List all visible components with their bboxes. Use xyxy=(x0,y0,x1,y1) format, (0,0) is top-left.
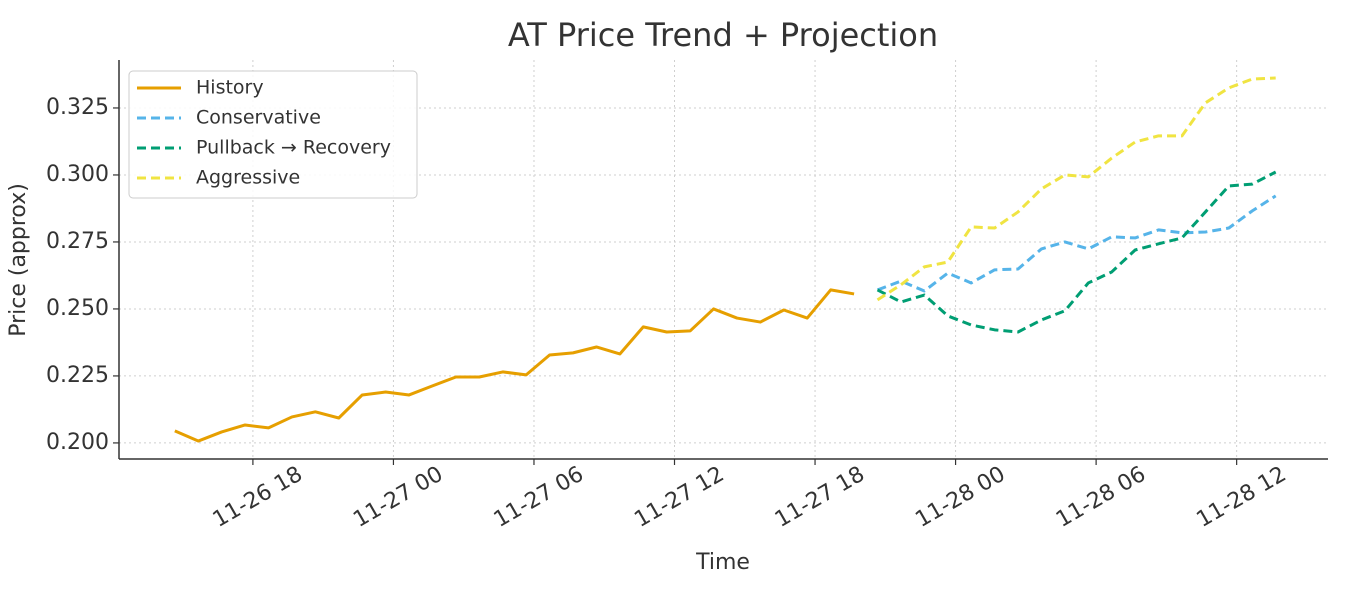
series-line xyxy=(876,194,1277,293)
x-tick-label: 11-27 06 xyxy=(490,462,588,533)
x-tick-label: 11-26 18 xyxy=(209,462,307,533)
legend-label: Conservative xyxy=(196,107,321,129)
y-tick-label: 0.300 xyxy=(46,162,109,187)
y-tick-label: 0.275 xyxy=(46,229,109,254)
legend-box xyxy=(128,70,418,199)
y-tick-label: 0.200 xyxy=(46,430,109,455)
x-tick-label: 11-28 06 xyxy=(1052,462,1150,533)
legend-label: History xyxy=(196,77,264,99)
y-tick-label: 0.325 xyxy=(46,95,109,120)
y-axis-label: Price (approx) xyxy=(6,183,31,337)
series-line xyxy=(876,170,1277,334)
x-tick-label: 11-27 18 xyxy=(771,462,869,533)
x-tick-label: 11-27 12 xyxy=(630,462,728,533)
chart-title: AT Price Trend + Projection xyxy=(508,16,938,54)
y-tick-label: 0.225 xyxy=(46,363,109,388)
x-tick-label: 11-28 00 xyxy=(911,462,1009,533)
x-axis-label: Time xyxy=(695,550,750,575)
x-tick-label: 11-27 00 xyxy=(349,462,447,533)
y-tick-label: 0.250 xyxy=(46,296,109,321)
legend-label: Aggressive xyxy=(196,167,300,189)
series-line xyxy=(876,76,1276,302)
series-line xyxy=(174,288,855,443)
legend-label: Pullback → Recovery xyxy=(196,137,391,159)
x-tick-label: 11-28 12 xyxy=(1192,462,1290,533)
